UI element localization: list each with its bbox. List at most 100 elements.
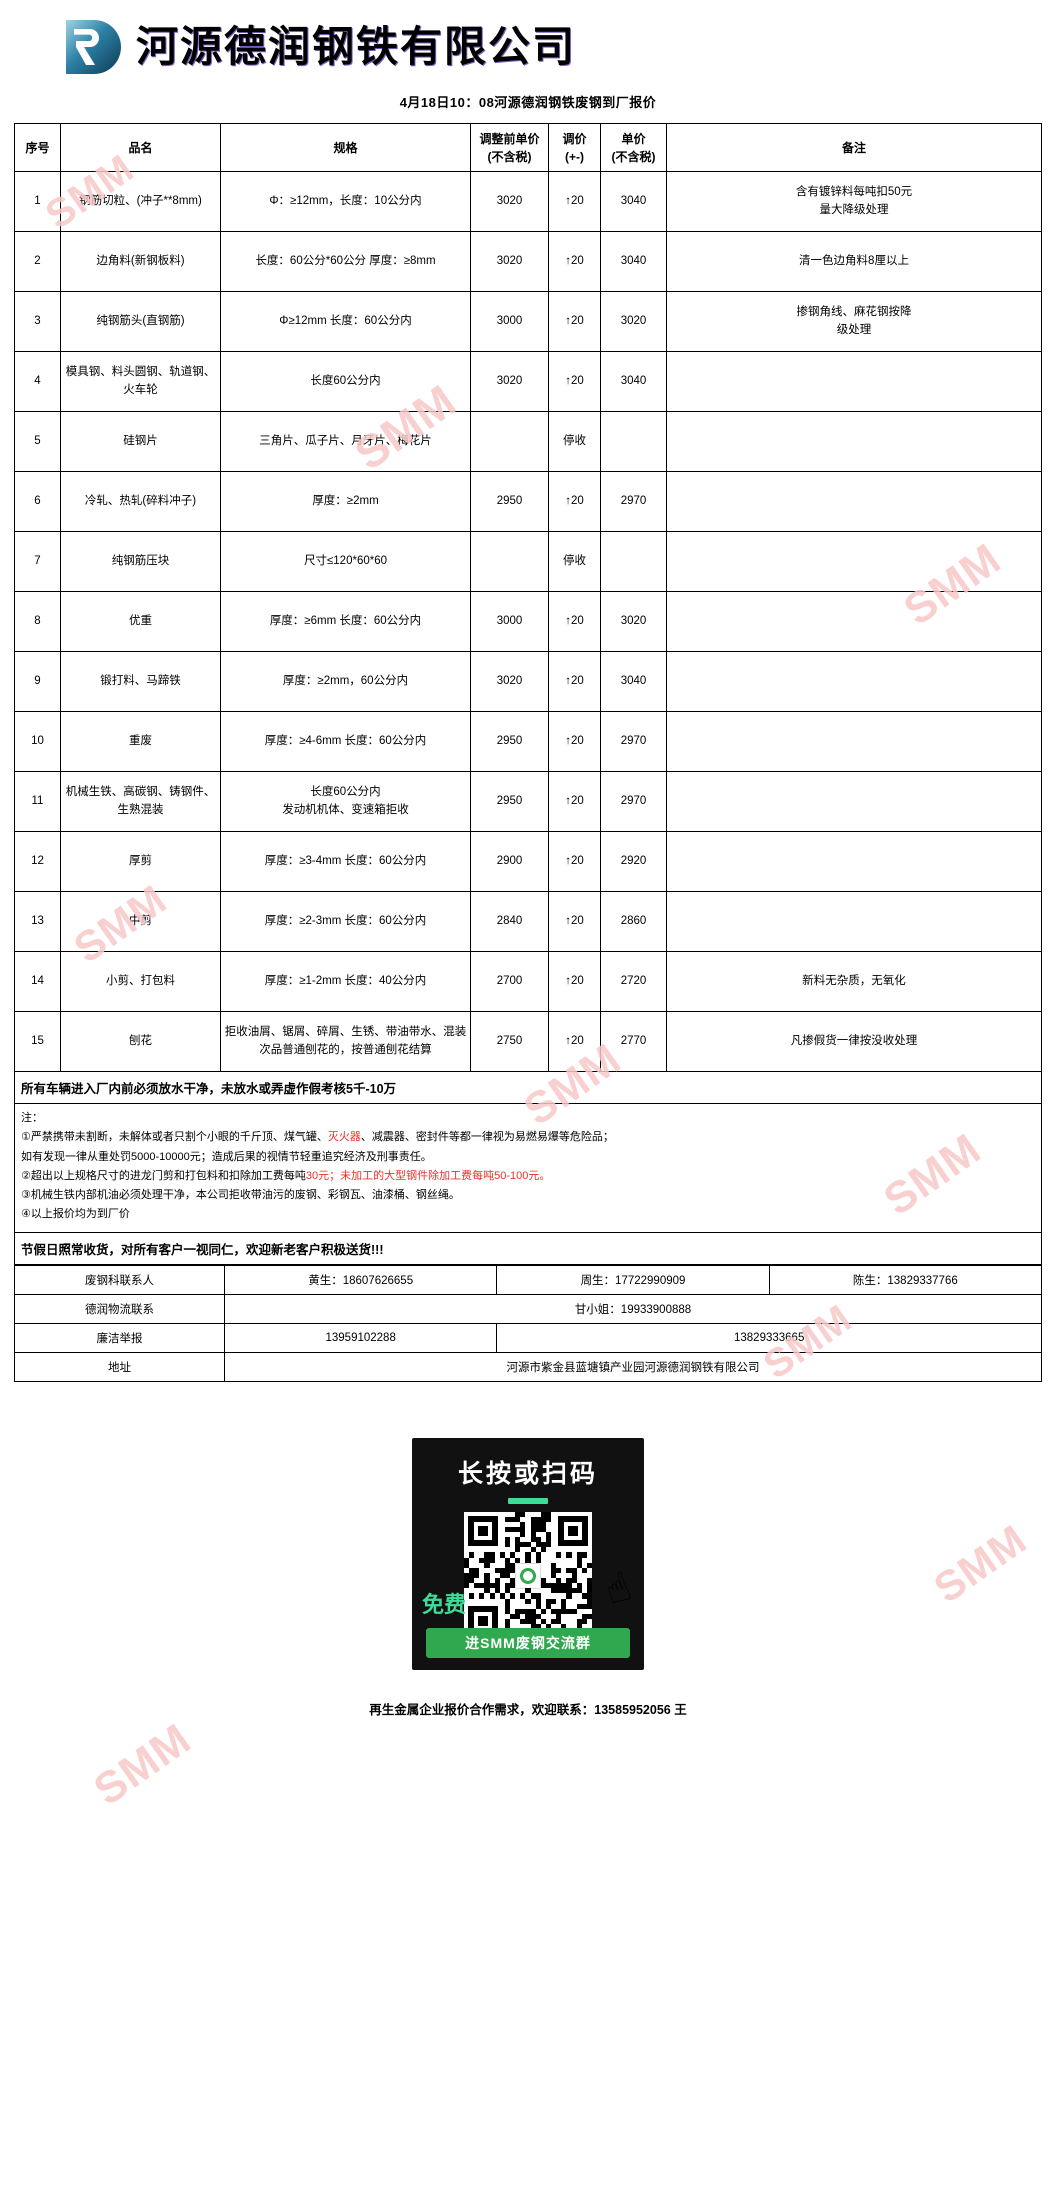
page-header: 河源德润钢铁有限公司 (0, 0, 1056, 84)
table-row: 6 冷轧、热轧(碎料冲子) 厚度：≥2mm 2950 ↑20 2970 (14, 471, 1042, 532)
contact-row: 地址 河源市紫金县蓝塘镇产业园河源德润钢铁有限公司 (14, 1351, 1042, 1382)
cell-adjust: 停收 (548, 411, 601, 472)
col-header-price: 单价 (不含税) (600, 123, 667, 172)
cell-adjust: ↑20 (548, 351, 601, 412)
contact-value[interactable]: 周生：17722990909 (496, 1264, 770, 1295)
cell-no: 5 (14, 411, 61, 472)
table-row: 9 锻打料、马蹄铁 厚度：≥2mm，60公分内 3020 ↑20 3040 (14, 651, 1042, 712)
qr-poster[interactable]: 长按或扫码 免费 ☝ 进SMM废钢交流群 (412, 1437, 644, 1670)
cell-no: 7 (14, 531, 61, 592)
contact-value[interactable]: 河源市紫金县蓝塘镇产业园河源德润钢铁有限公司 (224, 1351, 1042, 1382)
cell-remark (666, 891, 1042, 952)
poster-accent-bar (508, 1497, 548, 1504)
cell-pre-price: 2950 (470, 471, 549, 532)
qr-finder-icon (468, 1515, 498, 1546)
cell-remark (666, 411, 1042, 472)
cell-adjust: 停收 (548, 531, 601, 592)
table-row: 3 纯钢筋头(直钢筋) Φ≥12mm 长度：60公分内 3000 ↑20 3020 掺钢角线… (14, 291, 1042, 352)
cell-name: 刨花 (60, 1011, 221, 1072)
col-header-pre-price: 调整前单价 (不含税) (470, 123, 549, 172)
cell-adjust: ↑20 (548, 651, 601, 712)
cell-name: 小剪、打包料 (60, 951, 221, 1012)
cell-no: 13 (14, 891, 61, 952)
cell-adjust: ↑20 (548, 711, 601, 772)
cell-adjust: ↑20 (548, 831, 601, 892)
contact-label: 廉洁举报 (14, 1322, 225, 1353)
cell-adjust: ↑20 (548, 951, 601, 1012)
cell-price: 3040 (600, 351, 667, 412)
cell-remark: 凡掺假货一律按没收处理 (666, 1011, 1042, 1072)
cell-spec: 厚度：≥2mm，60公分内 (220, 651, 471, 712)
cell-name: 重废 (60, 711, 221, 772)
poster-cta-button[interactable]: 进SMM废钢交流群 (426, 1627, 630, 1658)
contact-value[interactable]: 甘小姐：19933900888 (224, 1293, 1042, 1324)
cell-remark (666, 771, 1042, 832)
pointing-hand-icon: ☝ (599, 1563, 637, 1614)
cell-spec: Φ≥12mm 长度：60公分内 (220, 291, 471, 352)
cell-remark: 清一色边角料8厘以上 (666, 231, 1042, 292)
cell-price (600, 411, 667, 472)
cell-pre-price: 2900 (470, 831, 549, 892)
cell-adjust: ↑20 (548, 1011, 601, 1072)
contacts-table: 废钢科联系人 黄生：18607626655 周生：17722990909 陈生：138… (14, 1264, 1043, 1382)
cell-name: 锻打料、马蹄铁 (60, 651, 221, 712)
price-table-wrapper: 序号 品名 规格 调整前单价 (不含税) 调价 (+-) 单价 (不含税) (0, 123, 1056, 1072)
qr-code-image[interactable] (464, 1511, 592, 1640)
cell-spec: 长度：60公分*60公分 厚度：≥8mm (220, 231, 471, 292)
col-header-spec: 规格 (220, 123, 471, 172)
table-row: 1 钢筋切粒、(冲子**8mm) Φ：≥12mm，长度：10公分内 3020 ↑20 30… (14, 171, 1042, 232)
cell-price: 3020 (600, 291, 667, 352)
cell-price: 3040 (600, 171, 667, 232)
cell-name: 中剪 (60, 891, 221, 952)
table-row: 10 重废 厚度：≥4-6mm 长度：60公分内 2950 ↑20 2970 (14, 711, 1042, 772)
cell-adjust: ↑20 (548, 591, 601, 652)
cell-adjust: ↑20 (548, 891, 601, 952)
cell-adjust: ↑20 (548, 771, 601, 832)
cell-adjust: ↑20 (548, 231, 601, 292)
cell-no: 1 (14, 171, 61, 232)
water-drain-warning-banner: 所有车辆进入厂内前必须放水干净，未放水或弄虚作假考核5千-10万 (14, 1072, 1042, 1104)
table-row: 14 小剪、打包料 厚度：≥1-2mm 长度：40公分内 2700 ↑20 2720 新料无… (14, 951, 1042, 1012)
note-highlight: 灭火器 (327, 1131, 361, 1144)
price-table-body: 1 钢筋切粒、(冲子**8mm) Φ：≥12mm，长度：10公分内 3020 ↑20 30… (14, 171, 1042, 1072)
poster-free-badge: 免费 (422, 1591, 467, 1617)
cell-spec: 长度60公分内 (220, 351, 471, 412)
contact-value[interactable]: 陈生：13829337766 (768, 1264, 1043, 1295)
table-row: 7 纯钢筋压块 尺寸≤120*60*60 停收 (14, 531, 1042, 592)
contact-value[interactable]: 13829333665 (496, 1322, 1042, 1353)
company-logo-icon (60, 16, 122, 78)
notes-section: 注： ①严禁携带未割断，未解体或者只割个小眼的千斤顶、煤气罐、灭火器、减震器、密… (14, 1104, 1042, 1233)
table-row: 12 厚剪 厚度：≥3-4mm 长度：60公分内 2900 ↑20 2920 (14, 831, 1042, 892)
cell-pre-price: 2950 (470, 771, 549, 832)
contact-row: 废钢科联系人 黄生：18607626655 周生：17722990909 陈生：138… (14, 1264, 1043, 1295)
table-row: 4 模具钢、料头圆钢、轨道钢、火车轮 长度60公分内 3020 ↑20 3040 (14, 351, 1042, 412)
cell-spec: 厚度：≥2-3mm 长度：60公分内 (220, 891, 471, 952)
price-table: 序号 品名 规格 调整前单价 (不含税) 调价 (+-) 单价 (不含税) (14, 123, 1042, 1072)
note-line: ①严禁携带未割断，未解体或者只割个小眼的千斤顶、煤气罐、灭火器、减震器、密封件等… (21, 1131, 614, 1144)
cell-no: 4 (14, 351, 61, 412)
cell-remark (666, 711, 1042, 772)
contact-row: 德润物流联系 甘小姐：19933900888 (14, 1293, 1042, 1324)
col-header-adjust: 调价 (+-) (548, 123, 601, 172)
table-row: 2 边角料(新钢板料) 长度：60公分*60公分 厚度：≥8mm 3020 ↑20 304… (14, 231, 1042, 292)
note-highlight: 30元； (305, 1169, 341, 1182)
cell-price: 3040 (600, 231, 667, 292)
table-row: 13 中剪 厚度：≥2-3mm 长度：60公分内 2840 ↑20 2860 (14, 891, 1042, 952)
cell-spec: 厚度：≥2mm (220, 471, 471, 532)
note-line: ③机械生铁内部机油必须处理干净，本公司拒收带油污的废钢、彩钢瓦、油漆桶、钢丝绳。 (21, 1189, 460, 1201)
contact-label: 地址 (14, 1351, 225, 1382)
cell-remark: 含有镀锌料每吨扣50元 量大降级处理 (666, 171, 1042, 232)
cell-pre-price: 2700 (470, 951, 549, 1012)
contacts-wrapper: 废钢科联系人 黄生：18607626655 周生：17722990909 陈生：138… (14, 1264, 1043, 1382)
contact-value[interactable]: 黄生：18607626655 (223, 1264, 498, 1295)
qr-poster-zone: 长按或扫码 免费 ☝ 进SMM废钢交流群 (0, 1382, 1056, 1685)
cell-remark (666, 651, 1042, 712)
cell-name: 纯钢筋头(直钢筋) (60, 291, 221, 352)
notes-title: 注： (21, 1112, 43, 1124)
contact-value[interactable]: 13959102288 (223, 1322, 498, 1353)
cell-spec: 拒收油屑、锯屑、碎屑、生锈、带油带水、混装次品普通刨花的，按普通刨花结算 (220, 1011, 471, 1072)
cell-name: 硅钢片 (60, 411, 221, 472)
col-header-no: 序号 (14, 123, 61, 172)
cell-price: 2720 (600, 951, 667, 1012)
cell-pre-price: 2950 (470, 711, 549, 772)
